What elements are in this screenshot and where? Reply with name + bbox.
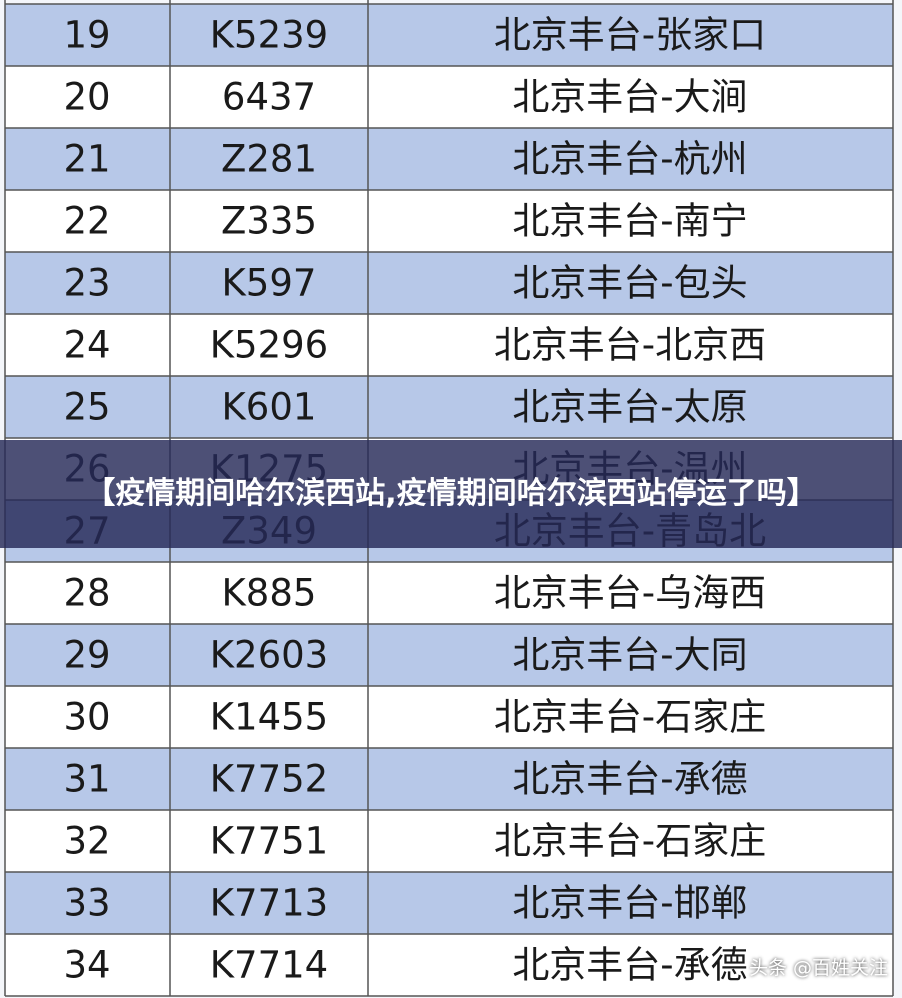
cell: 北京丰台-乌海西: [494, 572, 766, 615]
row-bg: [5, 314, 893, 376]
cell: 31: [63, 758, 110, 801]
cell: 22: [63, 200, 110, 243]
cell: K7752: [210, 758, 328, 801]
cell: 北京丰台-承德: [512, 944, 747, 987]
cell: 北京丰台-石家庄: [494, 696, 766, 739]
cell: 北京丰台-大涧: [512, 76, 747, 119]
row-bg: [5, 748, 893, 810]
cell: 19: [63, 14, 110, 57]
cell: 北京丰台-包头: [512, 262, 747, 305]
cell: K7751: [210, 820, 328, 863]
row-bg: [5, 252, 893, 314]
cell: K5296: [210, 324, 328, 367]
cell: 34: [63, 944, 110, 987]
row-bg: [5, 624, 893, 686]
row-bg: [5, 190, 893, 252]
row-bg: [5, 686, 893, 748]
cell: 33: [63, 882, 110, 925]
cell: 24: [63, 324, 110, 367]
cell: 30: [63, 696, 110, 739]
row-bg: [5, 872, 893, 934]
cell: K1455: [210, 696, 328, 739]
cell: 北京丰台-石家庄: [494, 820, 766, 863]
cell: K5239: [210, 14, 328, 57]
cell: 北京丰台-杭州: [512, 138, 747, 181]
cell: 23: [63, 262, 110, 305]
cell: 20: [63, 76, 110, 119]
cell: 6437: [222, 76, 316, 119]
cell: Z281: [221, 138, 317, 181]
cell: K601: [222, 386, 317, 429]
cell: 28: [63, 572, 110, 615]
watermark: 头条 @百姓关注: [748, 957, 888, 979]
row-bg: [5, 562, 893, 624]
cell: 21: [63, 138, 110, 181]
cell: K885: [222, 572, 317, 615]
row-bg: [5, 810, 893, 872]
row-bg: [5, 128, 893, 190]
banner: 【疫情期间哈尔滨西站,疫情期间哈尔滨西站停运了吗】: [0, 440, 902, 548]
cell: K2603: [210, 634, 328, 677]
row-bg: [5, 4, 893, 66]
cell: 29: [63, 634, 110, 677]
cell: K7714: [210, 944, 328, 987]
cell: 北京丰台-北京西: [494, 324, 766, 367]
row-bg: [5, 66, 893, 128]
cell: 北京丰台-张家口: [494, 14, 766, 57]
cell: K7713: [210, 882, 328, 925]
cell: 北京丰台-太原: [512, 386, 747, 429]
cell: 北京丰台-大同: [512, 634, 747, 677]
row-bg: [5, 934, 893, 996]
cell: Z335: [221, 200, 317, 243]
row-bg: [5, 376, 893, 438]
banner-title: 【疫情期间哈尔滨西站,疫情期间哈尔滨西站停运了吗】: [85, 476, 817, 511]
cell: 25: [63, 386, 110, 429]
cell: 32: [63, 820, 110, 863]
cell: 北京丰台-承德: [512, 758, 747, 801]
cell: 北京丰台-南宁: [512, 200, 747, 243]
cell: K597: [222, 262, 317, 305]
cell: 北京丰台-邯郸: [512, 882, 747, 925]
